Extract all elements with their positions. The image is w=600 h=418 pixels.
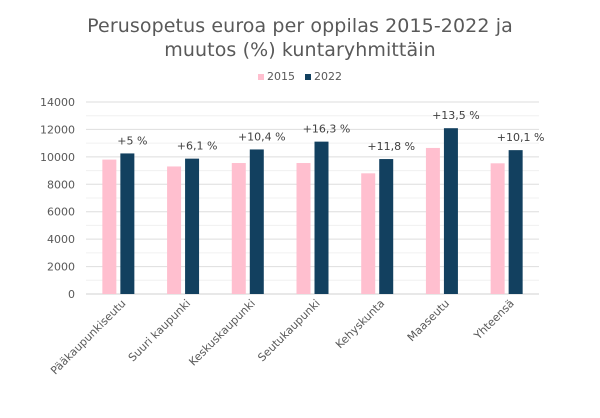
bar-2022: [314, 141, 329, 294]
y-tick-label: 8000: [47, 178, 75, 191]
y-tick-label: 14000: [40, 96, 75, 109]
x-tick-label: Yhteensä: [471, 297, 517, 343]
x-tick-label: Kehyskunta: [333, 297, 387, 351]
y-tick-label: 2000: [47, 261, 75, 274]
chart-legend: 2015 2022: [0, 70, 600, 83]
change-annotation: +13,5 %: [432, 109, 480, 122]
change-annotation: +6,1 %: [177, 140, 218, 153]
bar-2022: [443, 128, 458, 294]
x-tick-label: Keskuskaupunki: [186, 297, 258, 369]
x-tick-label: Maaseutu: [405, 297, 452, 344]
bar-2022: [508, 150, 523, 294]
y-tick-label: 12000: [40, 123, 75, 136]
y-tick-label: 6000: [47, 206, 75, 219]
x-tick-label: Pääkaupunkiseutu: [48, 297, 128, 377]
y-tick-label: 0: [68, 288, 75, 301]
legend-item-2022: 2022: [305, 70, 342, 83]
bar-2015: [490, 163, 505, 294]
change-annotation: +5 %: [117, 134, 147, 147]
bar-2015: [102, 159, 117, 294]
chart-title-line-1: Perusopetus euroa per oppilas 2015-2022 …: [87, 15, 513, 37]
chart-title-line-2: muutos (%) kuntaryhmittäin: [164, 39, 436, 61]
bar-2015: [167, 166, 182, 294]
y-tick-label: 10000: [40, 151, 75, 164]
y-tick-label: 4000: [47, 233, 75, 246]
change-annotation: +10,1 %: [497, 131, 545, 144]
change-annotation: +11,8 %: [367, 140, 415, 153]
bar-2022: [185, 158, 200, 294]
bar-2022: [249, 149, 264, 294]
x-tick-label: Suuri kaupunki: [126, 297, 193, 364]
x-tick-label: Seutukaupunki: [255, 297, 322, 364]
bar-2015: [296, 163, 311, 294]
bar-2022: [379, 159, 394, 294]
legend-label-2015: 2015: [267, 70, 295, 83]
change-annotation: +16,3 %: [303, 123, 351, 136]
bar-2015: [361, 173, 376, 294]
change-annotation: +10,4 %: [238, 130, 286, 143]
bar-2015: [231, 163, 246, 294]
legend-swatch-2015: [258, 73, 264, 80]
bar-2022: [120, 153, 135, 294]
chart-title: Perusopetus euroa per oppilas 2015-2022 …: [0, 14, 600, 62]
legend-swatch-2022: [305, 73, 311, 80]
bar-2015: [425, 147, 440, 294]
legend-item-2015: 2015: [258, 70, 295, 83]
legend-label-2022: 2022: [314, 70, 342, 83]
